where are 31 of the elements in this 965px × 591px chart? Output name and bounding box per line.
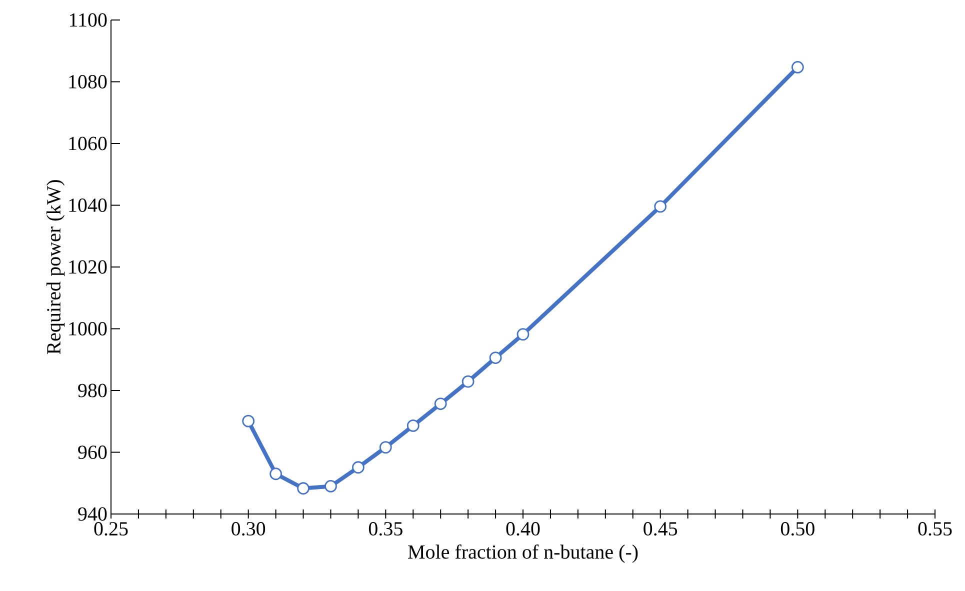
y-axis-title: Required power (kW) [46,180,65,354]
x-tick-label: 0.40 [506,522,540,536]
y-tick-label: 940 [78,507,107,521]
point [516,328,530,341]
point [270,468,282,480]
y-tick-label: 1100 [70,13,107,27]
y-tick-label: 1080 [69,74,107,88]
y-tick-label: 980 [78,384,107,398]
y-tick-label: 1040 [69,198,107,212]
point [352,461,364,474]
y-tick-label: 1000 [69,322,107,336]
point [379,441,392,454]
point [434,398,447,410]
point [297,482,310,495]
point [462,375,474,388]
x-tick-label: 0.45 [644,522,678,536]
y-tick-label: 1020 [69,260,107,274]
x-axis-title: Mole fraction of n-butane (-) [408,544,638,563]
point [242,414,255,428]
point [406,419,420,432]
x-tick-label: 0.30 [232,522,266,536]
point [489,352,502,364]
y-tick-label: 1060 [69,136,107,150]
point [654,200,667,213]
x-tick-label: 0.55 [918,522,952,536]
x-tick-label: 0.35 [368,522,402,536]
x-tick-label: 0.25 [94,522,128,536]
point [324,480,337,492]
x-tick-label: 0.50 [780,522,814,536]
y-tick-label: 960 [78,446,107,459]
point [791,61,804,74]
